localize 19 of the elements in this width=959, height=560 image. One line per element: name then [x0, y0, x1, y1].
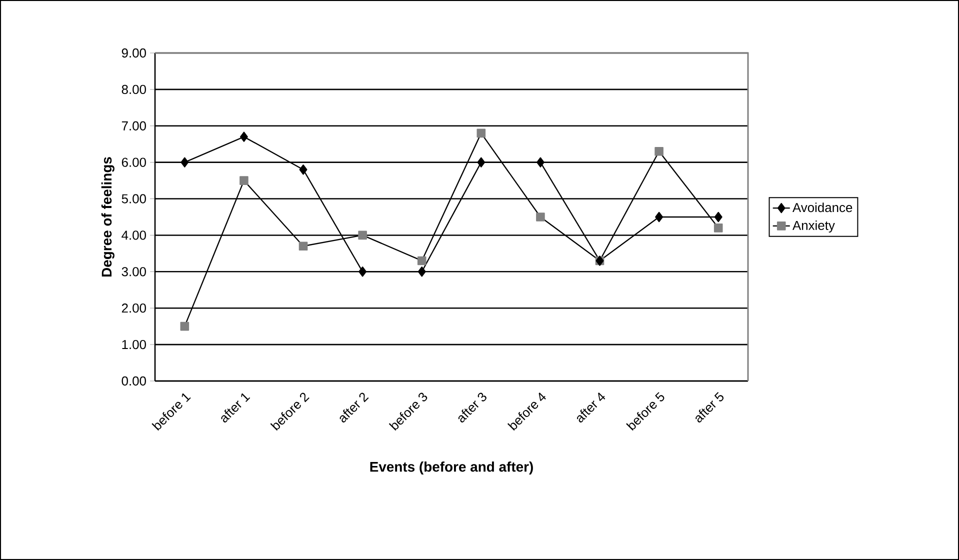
- y-axis-title: Degree of feelings: [101, 157, 114, 277]
- x-tick-label: after 2: [340, 392, 369, 423]
- y-tick-label: 1.00: [122, 340, 146, 350]
- legend-label: Avoidance: [792, 202, 852, 212]
- x-tick-label: after 4: [576, 392, 606, 423]
- legend-label: Anxiety: [792, 220, 835, 233]
- y-tick-label: 8.00: [122, 84, 146, 94]
- x-tick-label: after 1: [221, 393, 250, 423]
- y-tick-label: 6.00: [122, 158, 146, 167]
- y-tick-label: 0.00: [122, 376, 146, 386]
- y-tick-label: 4.00: [122, 230, 146, 240]
- x-tick-label: after 3: [458, 392, 486, 423]
- y-tick-label: 3.00: [122, 267, 146, 276]
- y-tick-label: 9.00: [122, 48, 146, 58]
- y-tick-label: 7.00: [122, 121, 146, 130]
- x-axis-title: Events (before and after): [370, 462, 533, 475]
- y-tick-label: 2.00: [122, 304, 146, 313]
- x-tick-label: after 5: [696, 392, 724, 423]
- y-tick-label: 5.00: [122, 194, 146, 204]
